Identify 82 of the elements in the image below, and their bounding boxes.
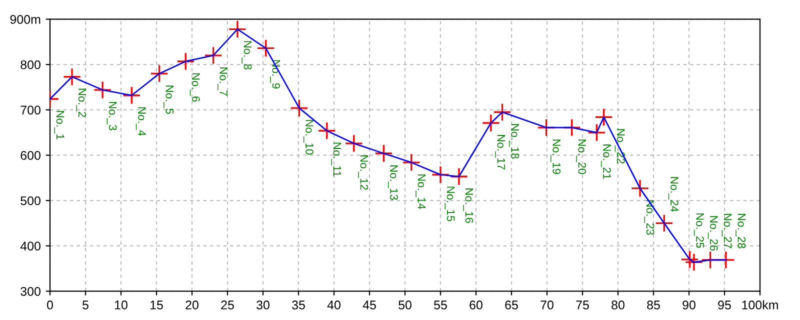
point	[630, 179, 650, 198]
point	[204, 46, 222, 65]
y-tick-label: 800	[20, 60, 40, 70]
annotation: No._7	[218, 67, 228, 96]
x-tick-label: 40	[327, 300, 340, 310]
point	[402, 153, 421, 172]
point	[228, 20, 247, 38]
y-tick-label: 600	[20, 151, 40, 160]
point	[684, 253, 704, 272]
point	[62, 68, 82, 86]
point	[588, 123, 606, 142]
point	[482, 114, 500, 132]
annotation: No._22	[614, 129, 625, 164]
annotation: No._4	[136, 107, 146, 136]
x-tick-label: 10	[115, 300, 128, 310]
annotation: No._16	[463, 188, 474, 223]
annotation: No._1	[54, 111, 64, 140]
x-tick-label: 65	[505, 300, 518, 310]
annotation: No._8	[242, 41, 252, 70]
annotation: No._5	[164, 86, 174, 114]
x-tick-label: 5	[82, 300, 88, 310]
x-tick-label: 45	[362, 300, 376, 310]
y-tick-label: 500	[20, 196, 40, 206]
point	[344, 134, 364, 153]
y-tick-label: 900m	[10, 15, 40, 24]
x-tick-label: 80	[612, 300, 624, 310]
point	[290, 98, 308, 118]
annotation: No._17	[495, 135, 506, 170]
annotation: No._21	[600, 144, 611, 179]
x-tick-label: 85	[647, 300, 660, 310]
y-tick-label: 700	[20, 106, 40, 115]
x-tick-label: 100km	[742, 300, 778, 310]
y-tick-label: 400	[20, 242, 40, 251]
annotation: No._13	[388, 165, 398, 200]
point	[93, 80, 112, 100]
point	[176, 52, 195, 71]
annotation: No._15	[444, 186, 455, 222]
x-tick-label: 20	[186, 300, 198, 310]
annotation: No._18	[509, 124, 520, 159]
x-tick-label: 0	[47, 300, 53, 310]
x-tick-label: 35	[292, 300, 305, 310]
point	[431, 166, 450, 184]
annotation: No._3	[106, 102, 117, 130]
y-tick-label: 300	[20, 287, 40, 296]
annotation: No._26	[708, 216, 718, 251]
x-tick-label: 55	[434, 300, 447, 310]
x-tick-label: 75	[576, 300, 589, 310]
x-tick-label: 30	[256, 300, 270, 310]
x-tick-label: 50	[398, 300, 412, 310]
x-tick-label: 70	[540, 300, 554, 310]
x-tick-label: 15	[150, 300, 163, 310]
point	[493, 102, 512, 122]
annotation: No._11	[331, 142, 342, 176]
point	[562, 118, 582, 137]
point	[374, 144, 393, 163]
point	[537, 118, 556, 137]
point	[256, 39, 276, 58]
annotation: No._2	[76, 88, 86, 117]
x-tick-label: 60	[470, 300, 482, 310]
annotation: No._10	[303, 120, 314, 155]
annotation: No._6	[190, 73, 200, 102]
annotation: No._19	[550, 140, 561, 174]
annotation: No._23	[644, 200, 654, 235]
point	[654, 214, 674, 232]
annotation: No._20	[576, 140, 586, 174]
point	[716, 250, 736, 270]
x-tick-label: 25	[221, 300, 234, 310]
annotation: No._12	[358, 155, 368, 190]
point	[680, 250, 699, 269]
point	[594, 108, 613, 126]
point	[150, 64, 169, 83]
point	[450, 167, 468, 186]
x-tick-label: 90	[682, 300, 696, 310]
annotation: No._25	[694, 213, 704, 248]
point	[701, 250, 720, 270]
x-tick-label: 95	[718, 300, 731, 310]
annotation: No._14	[416, 174, 426, 210]
annotation: No._24	[668, 177, 678, 212]
annotation: No._28	[736, 214, 746, 248]
point	[318, 122, 336, 140]
annotation: No._27	[722, 214, 732, 248]
point	[122, 86, 141, 105]
